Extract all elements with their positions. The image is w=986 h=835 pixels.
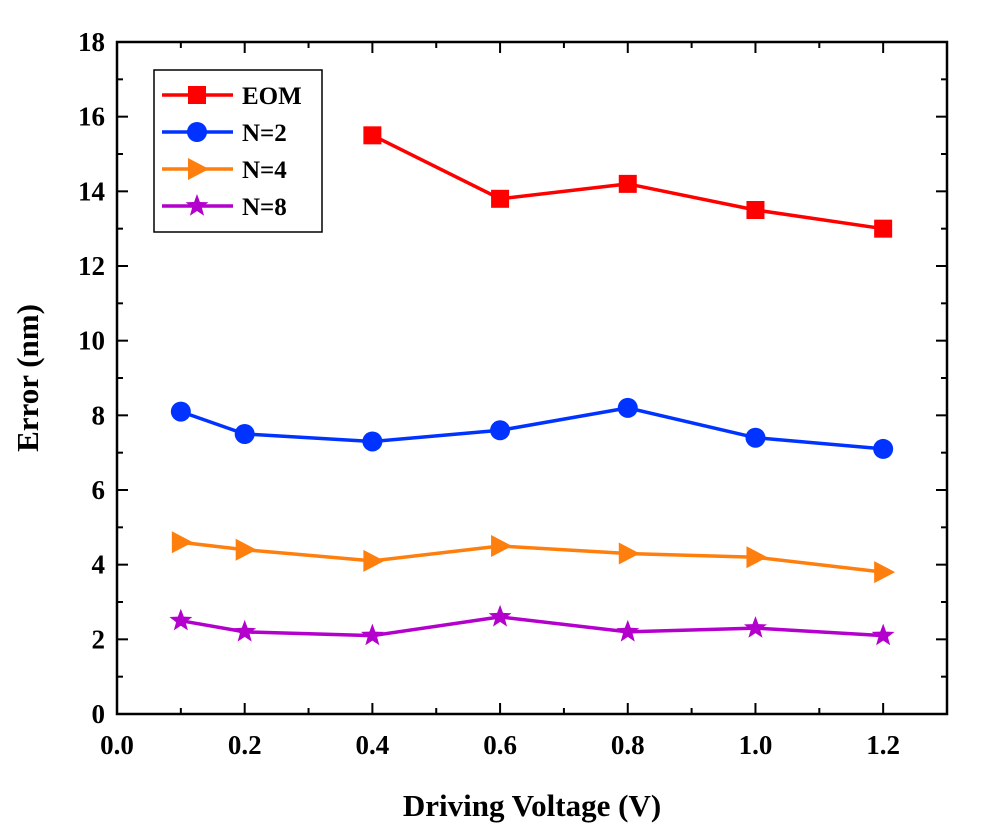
series-line-n8	[180, 615, 884, 638]
legend-item-n4: N=4	[162, 157, 287, 184]
legend-label-n2: N=2	[242, 120, 287, 147]
y-tick-label: 2	[92, 624, 106, 654]
data-point-n2	[490, 420, 511, 441]
y-tick-label: 4	[92, 550, 106, 580]
y-tick-label: 12	[78, 251, 105, 281]
x-tick-label: 1.0	[739, 730, 773, 760]
series-n2	[170, 397, 894, 459]
data-point-n2	[745, 427, 766, 448]
x-tick-label: 0.8	[611, 730, 645, 760]
data-point-n4	[171, 531, 193, 554]
x-tick-label: 0.2	[228, 730, 262, 760]
data-point-n8	[871, 623, 895, 646]
series-n4	[171, 531, 896, 584]
data-point-eom	[363, 126, 382, 145]
data-point-eom	[491, 189, 510, 208]
data-point-n4	[363, 549, 385, 572]
data-point-n4	[491, 535, 513, 557]
legend: EOM N=2 N=4 N=8	[153, 69, 323, 233]
data-point-n8	[616, 619, 640, 642]
axis-ticks	[116, 41, 947, 715]
data-point-n2	[362, 431, 383, 452]
series-line-n2	[180, 406, 884, 451]
data-point-eom	[746, 201, 765, 219]
data-point-n8	[361, 623, 384, 646]
data-point-n4	[618, 542, 640, 565]
data-point-n8	[233, 619, 257, 642]
data-point-n4	[746, 546, 768, 569]
data-point-n4	[235, 538, 257, 561]
y-tick-label: 6	[92, 475, 106, 505]
data-point-n2	[617, 397, 638, 418]
data-point-n8	[169, 608, 193, 631]
legend-marker-n4	[188, 158, 209, 180]
series-n8	[169, 604, 895, 646]
legend-label-n8: N=8	[242, 194, 287, 221]
y-tick-label: 8	[92, 400, 106, 430]
y-tick-label: 18	[78, 27, 105, 57]
legend-label-eom: EOM	[242, 83, 302, 110]
data-point-eom	[874, 219, 893, 238]
axis-tick-labels: 0.0 0.2 0.4 0.6 0.8 1.0 1.2 0 2 4 6 8 10 12 14 16 18	[78, 27, 900, 760]
legend-marker-n8	[185, 194, 209, 216]
x-axis-title: Driving Voltage (V)	[403, 788, 661, 823]
data-point-n8	[744, 616, 767, 638]
legend-label-n4: N=4	[242, 157, 287, 184]
x-tick-label: 0.4	[356, 730, 390, 760]
legend-item-n2: N=2	[162, 120, 287, 147]
legend-item-n8: N=8	[162, 194, 287, 221]
x-tick-label: 0.6	[483, 730, 517, 760]
x-tick-label: 0.0	[100, 730, 134, 760]
y-tick-label: 14	[78, 176, 105, 206]
data-point-n8	[488, 604, 512, 627]
y-axis-title: Error (nm)	[10, 304, 45, 452]
y-tick-label: 10	[78, 326, 105, 356]
legend-item-eom: EOM	[162, 83, 302, 110]
data-point-n2	[873, 438, 894, 459]
y-tick-label: 0	[92, 699, 106, 729]
series-line-n4	[180, 540, 884, 574]
legend-marker-n2	[187, 122, 207, 142]
series-layer	[169, 126, 896, 646]
data-point-n4	[874, 561, 896, 584]
x-tick-label: 1.2	[866, 730, 900, 760]
series-eom	[363, 126, 893, 238]
y-tick-label: 16	[78, 102, 105, 132]
legend-marker-eom	[188, 86, 206, 104]
data-point-n2	[234, 424, 255, 444]
data-point-n2	[170, 401, 191, 422]
data-point-eom	[618, 174, 637, 193]
